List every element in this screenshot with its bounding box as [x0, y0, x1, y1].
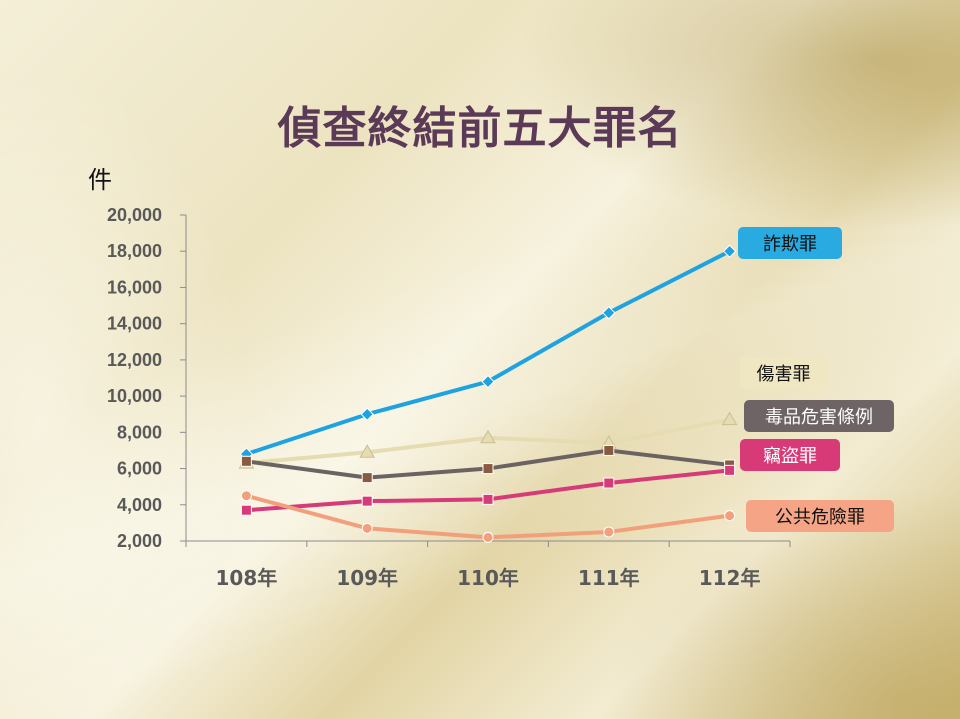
data-point-marker: [724, 510, 736, 522]
y-axis-unit-label: 件: [88, 166, 112, 194]
data-point-marker: [482, 493, 494, 505]
x-tick-label: 110年: [457, 566, 519, 590]
data-point-marker: [722, 244, 737, 258]
series-label: 公共危險罪: [775, 507, 865, 528]
y-tick-label: 6,000: [117, 459, 162, 479]
y-tick-label: 20,000: [107, 205, 162, 225]
series-label: 詐欺罪: [763, 234, 817, 255]
y-tick-label: 2,000: [117, 531, 162, 551]
data-point-marker: [361, 522, 373, 534]
data-point-marker: [480, 429, 496, 444]
data-point-marker: [724, 464, 736, 476]
data-point-marker: [721, 411, 738, 426]
series-label-box: [740, 439, 840, 471]
data-point-marker: [603, 444, 615, 456]
series-label-box: [744, 400, 894, 432]
y-tick-label: 10,000: [107, 386, 162, 406]
chart-title: 偵查終結前五大罪名: [277, 103, 683, 154]
series-label-box: [740, 357, 827, 389]
data-point-marker: [603, 477, 615, 489]
data-point-marker: [602, 306, 616, 320]
series-label-box: [746, 500, 894, 532]
data-point-marker: [482, 531, 494, 543]
data-point-marker: [361, 495, 373, 507]
x-tick-label: 108年: [216, 566, 278, 590]
series-label-box: [738, 227, 842, 259]
data-point-marker: [240, 455, 252, 467]
data-point-marker: [240, 504, 252, 516]
data-point-marker: [360, 407, 374, 421]
y-tick-label: 18,000: [107, 241, 162, 261]
data-point-marker: [482, 463, 494, 475]
data-point-marker: [603, 526, 615, 538]
y-tick-label: 8,000: [117, 422, 162, 442]
x-tick-label: 112年: [699, 566, 761, 590]
series-label: 傷害罪: [757, 364, 811, 385]
series-line-1: [244, 249, 732, 457]
y-tick-label: 16,000: [107, 277, 162, 297]
y-tick-label: 12,000: [107, 350, 162, 370]
series-label: 毒品危害條例: [765, 407, 873, 428]
data-point-marker: [361, 472, 373, 484]
y-tick-label: 14,000: [107, 314, 162, 334]
x-tick-label: 111年: [578, 566, 640, 590]
data-point-marker: [240, 490, 252, 502]
y-tick-label: 4,000: [117, 495, 162, 515]
x-tick-label: 109年: [336, 566, 398, 590]
data-point-marker: [481, 374, 495, 389]
data-point-marker: [359, 444, 376, 458]
series-label: 竊盜罪: [763, 446, 817, 467]
